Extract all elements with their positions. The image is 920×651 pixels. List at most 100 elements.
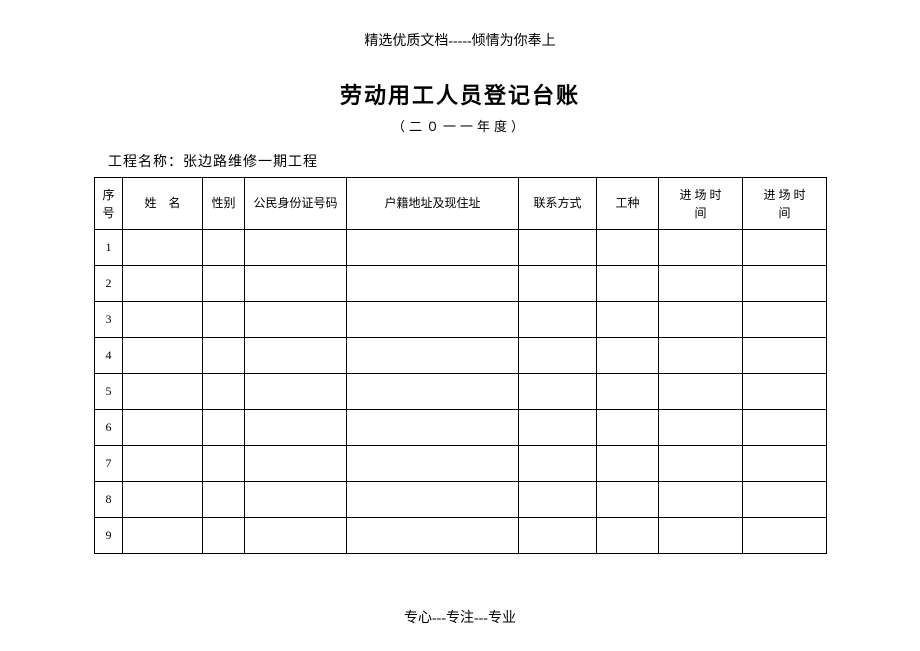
- table-cell: [743, 446, 827, 482]
- document-subtitle: （二０一一年度）: [0, 116, 920, 135]
- table-cell: 5: [95, 374, 123, 410]
- document-title: 劳动用工人员登记台账: [0, 78, 920, 110]
- table-cell: [203, 482, 245, 518]
- table-cell: [123, 230, 203, 266]
- table-cell: [123, 446, 203, 482]
- table-cell: [123, 410, 203, 446]
- table-body: 123456789: [95, 230, 827, 554]
- table-cell: [743, 338, 827, 374]
- table-cell: [519, 374, 597, 410]
- table-cell: [659, 410, 743, 446]
- table-cell: [519, 482, 597, 518]
- table-cell: [597, 338, 659, 374]
- registration-table: 序号姓 名性别公民身份证号码户籍地址及现住址联系方式工种进 场 时间进 场 时间…: [94, 177, 827, 554]
- table-cell: [203, 518, 245, 554]
- table-cell: [597, 230, 659, 266]
- table-cell: [123, 302, 203, 338]
- table-cell: [519, 266, 597, 302]
- table-cell: [245, 410, 347, 446]
- table-cell: 4: [95, 338, 123, 374]
- table-cell: [519, 446, 597, 482]
- table-row: 2: [95, 266, 827, 302]
- table-cell: [659, 482, 743, 518]
- table-row: 6: [95, 410, 827, 446]
- table-cell: 2: [95, 266, 123, 302]
- project-name-line: 工程名称：张边路维修一期工程: [108, 151, 920, 171]
- table-cell: [743, 302, 827, 338]
- table-cell: 1: [95, 230, 123, 266]
- table-cell: [519, 338, 597, 374]
- table-cell: [659, 518, 743, 554]
- table-cell: [743, 230, 827, 266]
- table-cell: [203, 338, 245, 374]
- table-cell: [347, 482, 519, 518]
- table-row: 8: [95, 482, 827, 518]
- table-cell: 6: [95, 410, 123, 446]
- table-cell: [347, 302, 519, 338]
- table-cell: [659, 338, 743, 374]
- registration-table-container: 序号姓 名性别公民身份证号码户籍地址及现住址联系方式工种进 场 时间进 场 时间…: [94, 177, 826, 554]
- table-row: 7: [95, 446, 827, 482]
- column-header: 进 场 时间: [743, 178, 827, 230]
- table-cell: [659, 302, 743, 338]
- page-header: 精选优质文档-----倾情为你奉上: [0, 0, 920, 50]
- column-header: 性别: [203, 178, 245, 230]
- table-cell: [743, 482, 827, 518]
- table-cell: [203, 230, 245, 266]
- table-cell: [123, 374, 203, 410]
- table-cell: [245, 230, 347, 266]
- table-cell: [347, 266, 519, 302]
- table-cell: 3: [95, 302, 123, 338]
- table-cell: 9: [95, 518, 123, 554]
- table-cell: [123, 338, 203, 374]
- table-cell: [347, 338, 519, 374]
- table-cell: [743, 266, 827, 302]
- column-header: 户籍地址及现住址: [347, 178, 519, 230]
- table-cell: [245, 338, 347, 374]
- table-cell: [743, 410, 827, 446]
- table-header-row: 序号姓 名性别公民身份证号码户籍地址及现住址联系方式工种进 场 时间进 场 时间: [95, 178, 827, 230]
- table-cell: [347, 518, 519, 554]
- table-cell: [519, 518, 597, 554]
- table-cell: [347, 446, 519, 482]
- table-row: 1: [95, 230, 827, 266]
- table-cell: [743, 374, 827, 410]
- table-cell: [659, 266, 743, 302]
- table-header: 序号姓 名性别公民身份证号码户籍地址及现住址联系方式工种进 场 时间进 场 时间: [95, 178, 827, 230]
- table-cell: [597, 518, 659, 554]
- project-name-value: 张边路维修一期工程: [183, 155, 318, 170]
- table-cell: [203, 266, 245, 302]
- column-header: 序号: [95, 178, 123, 230]
- table-row: 5: [95, 374, 827, 410]
- table-cell: [659, 374, 743, 410]
- table-cell: [123, 482, 203, 518]
- table-cell: [743, 518, 827, 554]
- table-cell: [245, 482, 347, 518]
- table-cell: [597, 482, 659, 518]
- column-header: 姓 名: [123, 178, 203, 230]
- page-footer: 专心---专注---专业: [0, 607, 920, 627]
- table-cell: [203, 302, 245, 338]
- table-cell: [203, 374, 245, 410]
- table-cell: [659, 446, 743, 482]
- table-cell: [597, 374, 659, 410]
- table-cell: [245, 302, 347, 338]
- table-cell: [347, 410, 519, 446]
- column-header: 公民身份证号码: [245, 178, 347, 230]
- column-header: 联系方式: [519, 178, 597, 230]
- table-cell: [347, 374, 519, 410]
- table-row: 4: [95, 338, 827, 374]
- table-cell: [659, 230, 743, 266]
- table-cell: [123, 518, 203, 554]
- table-cell: [519, 410, 597, 446]
- table-cell: [245, 374, 347, 410]
- table-cell: 8: [95, 482, 123, 518]
- table-cell: [519, 230, 597, 266]
- table-cell: [347, 230, 519, 266]
- project-label: 工程名称：: [108, 155, 183, 170]
- table-cell: [597, 410, 659, 446]
- column-header: 工种: [597, 178, 659, 230]
- table-cell: [597, 446, 659, 482]
- table-cell: [245, 518, 347, 554]
- table-cell: [245, 446, 347, 482]
